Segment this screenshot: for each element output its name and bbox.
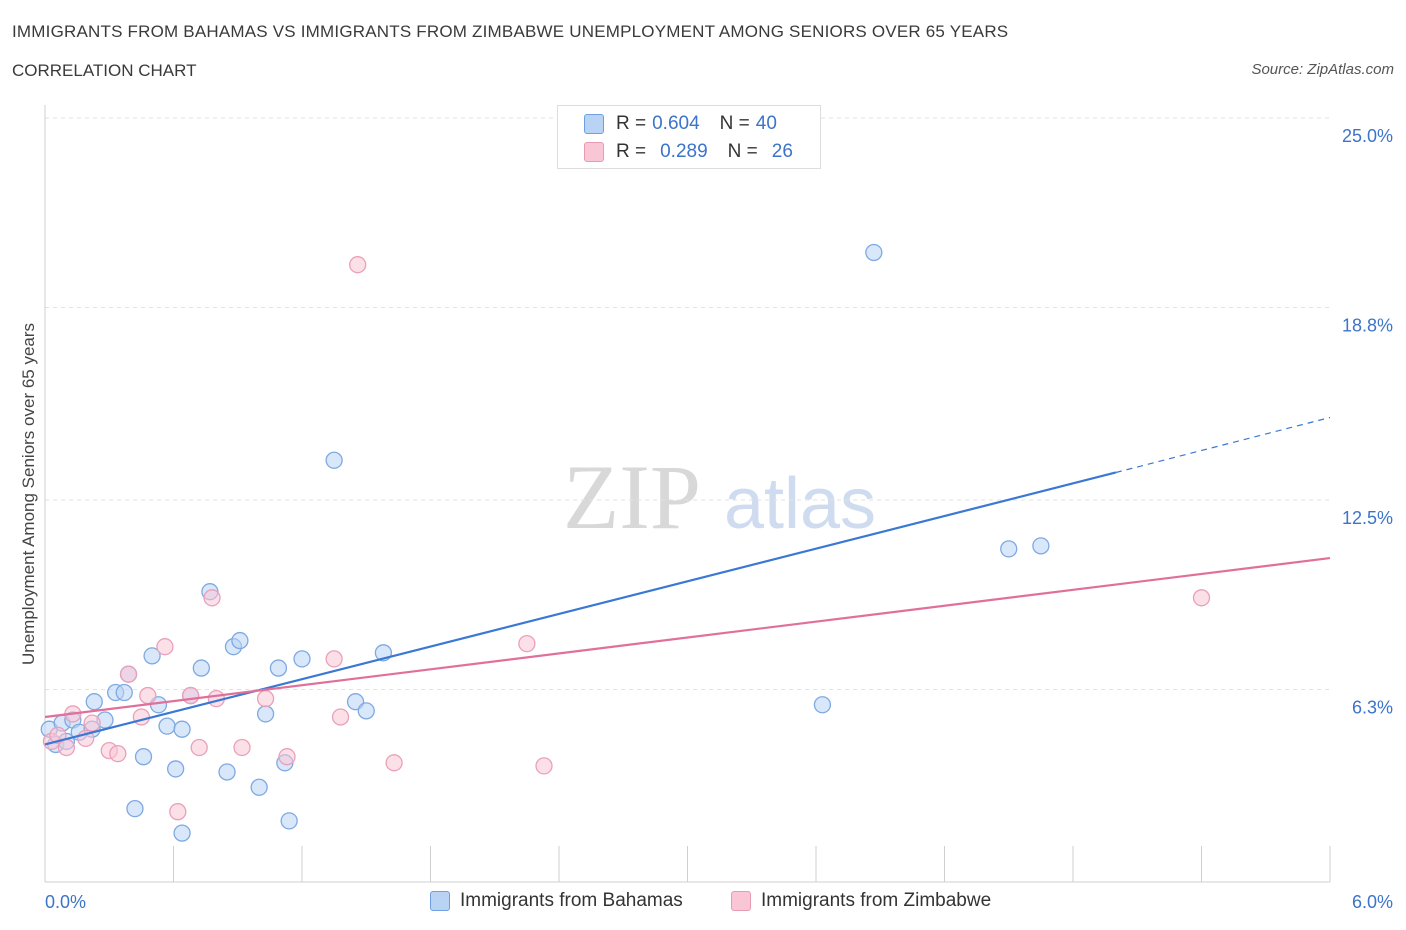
point-bahamas: [143, 647, 161, 665]
legend-swatch-zimbabwe: [584, 142, 604, 162]
point-zimbabwe: [139, 686, 157, 705]
legend-n-label: N =: [727, 141, 758, 162]
trendline-bahamas: [44, 471, 1117, 746]
legend-r-value: 0.289: [660, 141, 708, 162]
point-zimbabwe: [325, 650, 343, 668]
point-bahamas: [865, 243, 883, 262]
point-zimbabwe: [256, 689, 275, 708]
legend-r-label: R =: [616, 113, 647, 134]
legend-n-value: 40: [755, 113, 777, 134]
point-zimbabwe: [181, 686, 200, 705]
watermark-zip: ZIP: [563, 446, 701, 548]
point-bahamas: [115, 683, 133, 702]
point-bahamas: [126, 800, 144, 818]
legend-n-label: N =: [719, 113, 750, 134]
point-bahamas: [269, 659, 288, 677]
point-zimbabwe: [349, 256, 367, 274]
point-zimbabwe: [331, 708, 350, 726]
point-zimbabwe: [385, 754, 403, 772]
bottom-legend-zimbabwe: Immigrants from Zimbabwe: [731, 890, 991, 912]
point-zimbabwe: [190, 738, 208, 757]
legend-row-zimbabwe: R = 0.289 N = 26: [584, 140, 793, 164]
x-tick-label: 0.0%: [45, 892, 86, 912]
point-bahamas: [173, 824, 191, 842]
point-zimbabwe: [132, 708, 151, 726]
bottom-legend-label-bahamas: Immigrants from Bahamas: [460, 890, 683, 911]
point-bahamas: [357, 702, 375, 720]
point-bahamas: [1000, 540, 1018, 558]
bottom-legend-swatch-bahamas: [430, 891, 450, 911]
legend-n-value: 26: [771, 141, 793, 162]
chart-title: IMMIGRANTS FROM BAHAMAS VS IMMIGRANTS FR…: [12, 22, 1009, 41]
point-bahamas: [192, 659, 210, 677]
point-zimbabwe: [203, 589, 221, 607]
legend-swatch-bahamas: [584, 114, 604, 134]
legend-r-value: 0.604: [652, 113, 700, 134]
y-tick-label: 25.0%: [1342, 126, 1393, 146]
point-zimbabwe: [1192, 589, 1211, 607]
point-bahamas: [218, 763, 236, 781]
point-bahamas: [280, 812, 298, 830]
x-tick-label: 6.0%: [1352, 892, 1393, 912]
point-zimbabwe: [156, 638, 174, 656]
bottom-legend-bahamas: Immigrants from Bahamas: [430, 890, 683, 912]
point-zimbabwe: [278, 748, 296, 766]
point-bahamas: [173, 720, 191, 738]
point-bahamas: [325, 451, 343, 469]
y-tick-label: 12.5%: [1342, 508, 1393, 528]
watermark-atlas: atlas: [724, 464, 876, 544]
point-bahamas: [85, 693, 103, 711]
point-zimbabwe: [119, 665, 138, 683]
point-zimbabwe: [169, 803, 187, 821]
point-zimbabwe: [83, 714, 101, 732]
point-bahamas: [166, 760, 185, 778]
y-tick-label: 18.8%: [1342, 315, 1393, 335]
y-axis-label: Unemployment Among Seniors over 65 years: [19, 323, 38, 665]
point-zimbabwe: [57, 738, 76, 757]
bottom-legend-swatch-zimbabwe: [731, 891, 751, 911]
point-zimbabwe: [109, 744, 127, 763]
point-bahamas: [1032, 537, 1050, 555]
point-zimbabwe: [518, 634, 536, 653]
source-label: Source: ZipAtlas.com: [1251, 61, 1394, 78]
legend-r-label: R =: [616, 141, 647, 162]
point-bahamas: [250, 778, 268, 796]
trendline-zimbabwe: [44, 556, 1331, 719]
point-bahamas: [256, 705, 275, 723]
point-bahamas: [813, 696, 832, 714]
legend-row-bahamas: R = 0.604 N = 40: [584, 112, 777, 136]
point-bahamas: [293, 650, 311, 668]
point-bahamas: [231, 631, 249, 650]
y-tick-label: 6.3%: [1352, 697, 1393, 717]
trendline-bahamas-extension: [1115, 416, 1331, 474]
point-bahamas: [134, 748, 153, 766]
correlation-legend: R = 0.604 N = 40 R = 0.289 N = 26: [557, 105, 821, 169]
point-bahamas: [158, 717, 176, 735]
bottom-legend-label-zimbabwe: Immigrants from Zimbabwe: [761, 890, 992, 911]
point-zimbabwe: [233, 738, 251, 757]
chart-subtitle: CORRELATION CHART: [12, 61, 197, 80]
point-zimbabwe: [535, 757, 553, 775]
